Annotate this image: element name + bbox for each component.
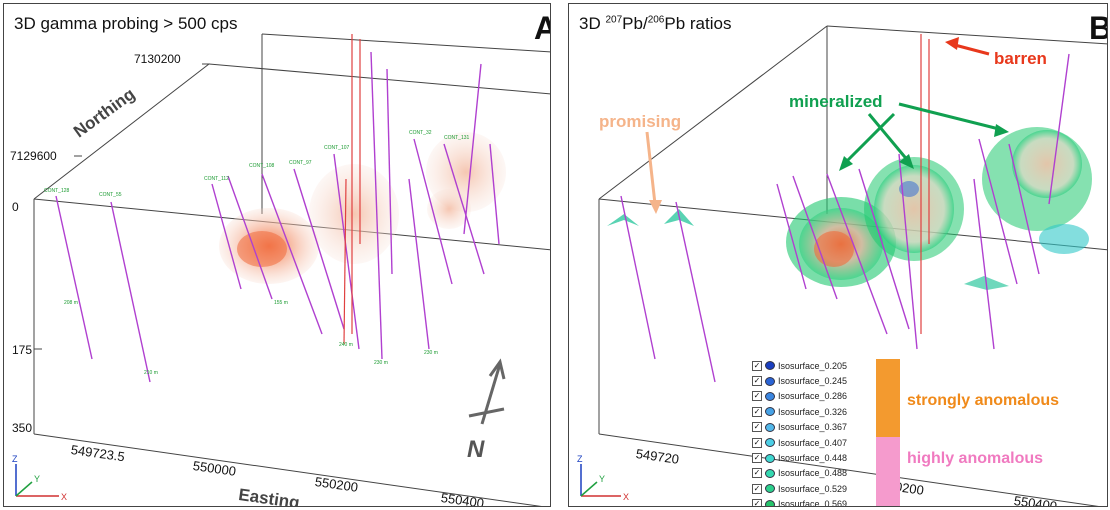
panel-a-scene: CONT_128 CONT_55 CONT_112 CONT_108 CONT_… (12, 33, 550, 506)
legend-checkbox[interactable]: ✓ (752, 483, 762, 494)
legend-label: Isosurface_0.245 (778, 376, 848, 387)
legend-checkbox[interactable]: ✓ (752, 453, 762, 464)
axis-triad: Z Y X (12, 454, 67, 502)
legend-checkbox[interactable]: ✓ (752, 468, 762, 479)
legend-swatch-icon (765, 376, 775, 386)
legend-swatch-icon (765, 438, 775, 448)
legend-swatch-icon (765, 422, 775, 432)
svg-text:Y: Y (34, 474, 40, 484)
svg-text:210 m: 210 m (144, 370, 158, 376)
legend-swatch-icon (765, 484, 775, 494)
highly-anomalous-label: highly anomalous (907, 450, 1044, 467)
depth-tick-175: 175 (12, 343, 33, 357)
legend-row: ✓ Isosurface_0.488 (752, 466, 882, 481)
panel-a-letter: A (534, 10, 550, 47)
strongly-anomalous-label: strongly anomalous (907, 392, 1060, 409)
panel-b-letter: B (1089, 10, 1107, 47)
svg-text:X: X (61, 492, 67, 502)
panel-a: CONT_128 CONT_55 CONT_112 CONT_108 CONT_… (3, 3, 551, 507)
svg-text:CONT_108: CONT_108 (249, 163, 275, 169)
svg-text:CONT_131: CONT_131 (444, 135, 470, 141)
callout-promising: promising (599, 112, 682, 131)
legend-swatch-icon (765, 407, 775, 417)
tick-marks (34, 63, 210, 350)
panel-b-scene: Z Y X (577, 25, 1107, 506)
legend-row: ✓ Isosurface_0.245 (752, 373, 882, 388)
north-label: N (467, 436, 485, 463)
isosurface-legend: ✓ Isosurface_0.205 ✓ Isosurface_0.245 ✓ Isosu… (752, 358, 882, 507)
svg-text:230 m: 230 m (374, 360, 388, 366)
legend-row: ✓ Isosurface_0.407 (752, 435, 882, 450)
north-arrow (468, 358, 506, 425)
panel-b-title: 3D 207Pb/206Pb ratios (579, 14, 732, 33)
svg-text:CONT_107: CONT_107 (324, 145, 350, 151)
depth-tick-350: 350 (12, 421, 33, 435)
panel-b: Z Y X 3D 207Pb/206Pb ratios B barren min… (568, 3, 1108, 507)
legend-label: Isosurface_0.569 (778, 499, 848, 507)
legend-label: Isosurface_0.326 (778, 406, 848, 417)
depth-tick-0: 0 (12, 200, 19, 214)
svg-text:Z: Z (12, 454, 18, 464)
isosurface-blobs (219, 132, 506, 284)
drillholes-red (343, 34, 361, 345)
drillholes-red-b (920, 34, 930, 334)
legend-swatch-icon (765, 499, 775, 506)
legend-checkbox[interactable]: ✓ (752, 499, 762, 506)
collar-labels: CONT_128 CONT_55 CONT_112 CONT_108 CONT_… (44, 130, 470, 376)
svg-text:CONT_32: CONT_32 (409, 130, 432, 136)
svg-text:208 m: 208 m (64, 300, 78, 306)
svg-text:CONT_55: CONT_55 (99, 192, 122, 198)
legend-checkbox[interactable]: ✓ (752, 376, 762, 387)
callout-mineralized: mineralized (789, 92, 883, 111)
svg-text:CONT_128: CONT_128 (44, 188, 70, 194)
drillholes-b (620, 53, 1070, 383)
legend-checkbox[interactable]: ✓ (752, 360, 762, 371)
drillholes (55, 51, 500, 383)
legend-label: Isosurface_0.407 (778, 437, 848, 448)
callout-barren: barren (994, 49, 1047, 68)
legend-checkbox[interactable]: ✓ (752, 391, 762, 402)
panel-a-title: 3D gamma probing > 500 cps (14, 14, 238, 33)
northing-tick-2: 7129600 (10, 149, 57, 163)
legend-row: ✓ Isosurface_0.326 (752, 404, 882, 419)
legend-checkbox[interactable]: ✓ (752, 437, 762, 448)
legend-row: ✓ Isosurface_0.367 (752, 420, 882, 435)
legend-label: Isosurface_0.286 (778, 391, 848, 402)
legend-label: Isosurface_0.448 (778, 453, 848, 464)
highly-anomalous-bar (876, 437, 900, 506)
legend-checkbox[interactable]: ✓ (752, 406, 762, 417)
svg-text:CONT_97: CONT_97 (289, 160, 312, 166)
svg-text:CONT_112: CONT_112 (204, 176, 229, 182)
legend-swatch-icon (765, 391, 775, 401)
legend-swatch-icon (765, 361, 775, 371)
legend-swatch-icon (765, 468, 775, 478)
legend-label: Isosurface_0.488 (778, 468, 848, 479)
strongly-anomalous-bar (876, 359, 900, 437)
legend-row: ✓ Isosurface_0.286 (752, 389, 882, 404)
legend-row: ✓ Isosurface_0.448 (752, 450, 882, 465)
northing-tick-1: 7130200 (134, 52, 181, 66)
legend-row: ✓ Isosurface_0.569 (752, 497, 882, 507)
svg-text:155 m: 155 m (274, 300, 288, 306)
axis-triad-b: Z Y X (577, 454, 629, 502)
svg-text:240 m: 240 m (339, 342, 353, 348)
svg-text:Z: Z (577, 454, 583, 464)
legend-row: ✓ Isosurface_0.205 (752, 358, 882, 373)
legend-label: Isosurface_0.205 (778, 360, 848, 371)
svg-text:Y: Y (599, 474, 605, 484)
legend-checkbox[interactable]: ✓ (752, 422, 762, 433)
svg-text:230 m: 230 m (424, 350, 438, 356)
legend-swatch-icon (765, 453, 775, 463)
svg-text:X: X (623, 492, 629, 502)
legend-row: ✓ Isosurface_0.529 (752, 481, 882, 496)
callout-arrows (645, 37, 1009, 214)
legend-label: Isosurface_0.529 (778, 483, 848, 494)
legend-label: Isosurface_0.367 (778, 422, 848, 433)
isosurface-blobs-b (607, 127, 1092, 290)
